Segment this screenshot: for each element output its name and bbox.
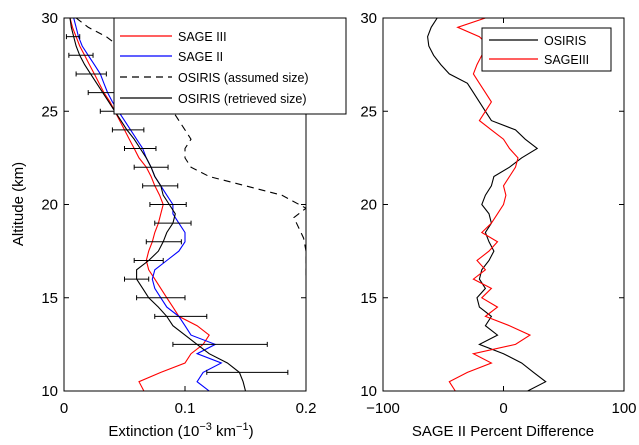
legend-label-sage-ii: SAGE II (178, 50, 223, 64)
error-bar (133, 164, 169, 170)
extinction-legend: SAGE III SAGE II OSIRIS (assumed size) O… (113, 17, 347, 115)
percent-difference-series-sageiii (448, 18, 532, 391)
extinction-x-tick-label: 0 (60, 400, 68, 417)
percent-difference-y-tick-label: 20 (360, 197, 377, 214)
percent-difference-x-tick-label: 100 (611, 400, 636, 417)
percent-difference-series-osiris (427, 18, 547, 391)
extinction-y-tick-label: 15 (41, 290, 58, 307)
extinction-error-bars (65, 34, 289, 375)
percent-difference-legend: OSIRIS SAGEIII (481, 27, 612, 72)
error-bar (136, 295, 186, 301)
error-bar (65, 34, 81, 40)
legend-label-osiris-assumed: OSIRIS (assumed size) (178, 71, 309, 85)
error-bar (154, 313, 208, 319)
legend-label-sageiii: SAGEIII (544, 53, 589, 67)
error-bar (75, 71, 107, 77)
error-bar (133, 257, 164, 263)
percent-difference-panel: −100 0 100 10 15 20 25 30 SAGE II Percent Diffe… (360, 10, 636, 440)
extinction-panel: 0 0.1 0.2 10 15 20 25 30 Extinction (10−3 km−1)… (10, 10, 347, 440)
legend-label-osiris-retrieved: OSIRIS (retrieved size) (178, 92, 307, 106)
legend-label-sage-iii: SAGE III (178, 30, 227, 44)
percent-difference-x-tick-label: −100 (366, 400, 400, 417)
error-bar (111, 127, 145, 133)
error-bar (142, 183, 179, 189)
percent-difference-y-tick-label: 30 (360, 10, 377, 27)
percent-difference-y-tick-label: 15 (360, 290, 377, 307)
error-bar (124, 146, 157, 152)
extinction-y-tick-label: 20 (41, 197, 58, 214)
percent-difference-x-tick-label: 0 (499, 400, 507, 417)
error-bar (124, 276, 150, 282)
legend-label-osiris: OSIRIS (544, 34, 586, 48)
percent-difference-x-axis-label: SAGE II Percent Difference (412, 423, 594, 440)
extinction-ticks: 0 0.1 0.2 10 15 20 25 30 (41, 10, 316, 417)
percent-difference-series-group (427, 18, 547, 391)
extinction-x-tick-label: 0.1 (175, 400, 196, 417)
extinction-y-tick-label: 25 (41, 103, 58, 120)
extinction-x-axis-label: Extinction (10−3 km−1) (108, 421, 253, 440)
error-bar (154, 220, 192, 226)
extinction-x-tick-label: 0.2 (296, 400, 317, 417)
error-bar (145, 239, 182, 245)
percent-difference-y-tick-label: 25 (360, 103, 377, 120)
extinction-y-tick-label: 30 (41, 10, 58, 27)
percent-difference-y-tick-label: 10 (360, 383, 377, 400)
extinction-y-tick-label: 10 (41, 383, 58, 400)
error-bar (68, 52, 94, 58)
percent-difference-legend-box (481, 27, 612, 72)
error-bar (206, 369, 289, 375)
extinction-y-axis-label: Altitude (km) (10, 162, 27, 246)
error-bar (172, 341, 268, 347)
error-bar (149, 202, 187, 207)
percent-difference-ticks: −100 0 100 10 15 20 25 30 (360, 10, 636, 417)
